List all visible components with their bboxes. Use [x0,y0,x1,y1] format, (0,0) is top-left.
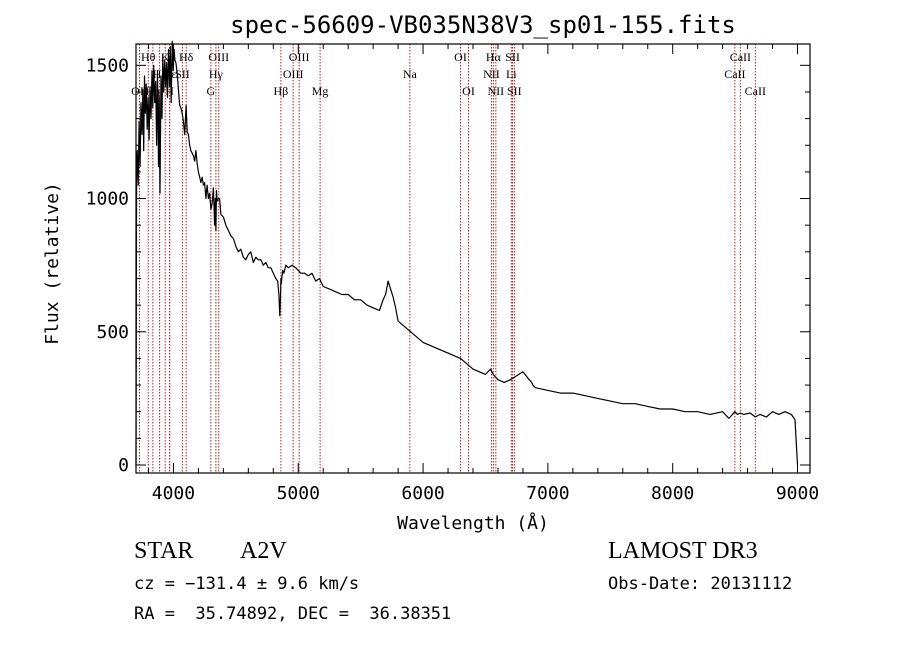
line-marker-label: CaII [724,67,745,81]
plot-frame [135,43,811,474]
line-marker-label: Hη [145,84,160,98]
survey-name: LAMOST DR3 [608,538,758,564]
line-marker-label: Li [506,67,517,81]
line-marker-label: CaII [745,84,766,98]
line-marker-label: CaII [730,50,751,64]
line-marker-label: NII [483,67,500,81]
x-tick-label: 7000 [526,483,569,504]
y-tick-label: 0 [118,455,129,476]
line-marker-label: SII [507,84,522,98]
line-marker-label: Na [403,67,418,81]
x-axis-label: Wavelength (Å) [397,512,549,534]
line-marker-label: Hα [486,50,502,64]
obs-date: Obs-Date: 20131112 [608,574,793,594]
y-tick-label: 1500 [86,55,129,76]
object-type: STAR [134,538,194,564]
line-marker-label: Hδ [179,50,194,64]
x-tick-label: 9000 [776,483,819,504]
line-marker-label: G [207,84,216,98]
line-markers [138,44,756,473]
line-marker-label: Hε [163,67,177,81]
y-axis-label: Flux (relative) [42,182,63,345]
y-tick-label: 500 [96,322,129,343]
line-marker-label: OI [462,84,475,98]
x-tick-label: 6000 [401,483,444,504]
line-marker-label: Hβ [274,84,289,98]
chart-title: spec-56609-VB035N38V3_sp01-155.fits [230,11,736,39]
chart-text: OIIHθHηHζKHHεSIIHδGHγOIIIHβOIIIOIIIMgNaO… [42,11,819,534]
line-marker-label: OIII [289,50,310,64]
line-marker-label: Hζ [153,67,167,81]
line-marker-label: K [161,50,170,64]
line-marker-label: Hγ [209,67,224,81]
axes [135,43,811,474]
x-tick-label: 4000 [152,483,195,504]
coordinates: RA = 35.74892, DEC = 36.38351 [134,604,452,624]
redshift-readout: cz = −131.4 ± 9.6 km/s [134,574,360,594]
line-marker-label: Mg [312,84,329,98]
line-marker-label: OI [454,50,467,64]
spectrum-series [135,40,799,466]
y-tick-label: 1000 [86,189,129,210]
line-marker-label: SII [505,50,520,64]
line-marker-label: OIII [208,50,229,64]
line-marker-label: OIII [283,67,304,81]
x-tick-label: 5000 [277,483,320,504]
spectrum-line [135,40,799,466]
line-marker-label: H [165,84,174,98]
line-marker-label: Hθ [141,50,156,64]
line-marker-label: SII [175,67,190,81]
line-marker-label: NII [488,84,505,98]
x-tick-label: 8000 [651,483,694,504]
spectral-subclass: A2V [240,538,287,564]
line-marker-label: OII [131,84,148,98]
